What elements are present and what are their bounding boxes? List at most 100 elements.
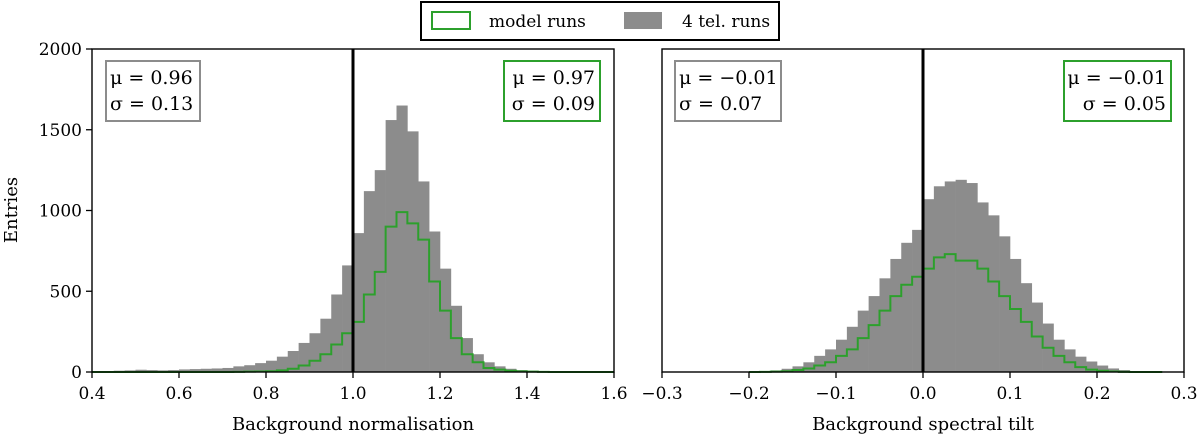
tel4-bin xyxy=(999,236,1011,372)
tel4-bin xyxy=(233,366,245,372)
model-step-tilt xyxy=(749,253,1163,373)
stats-box-gray-frame-tilt xyxy=(674,60,782,122)
tel4-bin xyxy=(244,365,256,372)
tel4-bin xyxy=(1086,361,1098,372)
x-ticks-tilt: −0.3 −0.2 −0.1 0.0 0.1 0.2 0.3 xyxy=(641,372,1198,404)
tel4-bin xyxy=(418,181,430,372)
tel4-bin xyxy=(255,363,267,372)
tel4-bin xyxy=(1075,356,1087,372)
tel4-bin xyxy=(135,369,147,372)
stats-box-green-frame xyxy=(503,60,601,122)
stats-box-gray-tilt: μ = −0.01 σ = 0.07 xyxy=(674,60,782,122)
x-tick-label: 1.0 xyxy=(339,384,366,404)
y-tick-label: 1000 xyxy=(39,202,82,222)
legend-frame xyxy=(420,1,780,41)
x-axis-label-tilt: Background spectral tilt xyxy=(812,414,1035,435)
tel4-histogram-tilt xyxy=(749,179,1163,372)
x-tick-label: 1.2 xyxy=(426,384,453,404)
tel4-bin xyxy=(287,351,299,372)
stat-sigma-gray-tilt: σ = 0.07 xyxy=(679,93,762,115)
tel4-bin xyxy=(890,258,902,372)
x-tick-label: −0.1 xyxy=(815,384,856,404)
tel4-bin xyxy=(179,369,191,372)
panel-spectral-tilt: −0.3 −0.2 −0.1 0.0 0.1 0.2 0.3 Background spec… xyxy=(641,48,1198,435)
y-ticks-normalisation: 0 500 1000 1500 2000 xyxy=(39,40,92,383)
x-tick-label: 0.2 xyxy=(1083,384,1110,404)
x-ticks-normalisation: 0.4 0.6 0.8 1.0 1.2 1.4 1.6 xyxy=(78,372,628,404)
stats-box-green-tilt: μ = −0.01 σ = 0.05 xyxy=(1063,60,1172,122)
tel4-bin xyxy=(222,367,234,372)
tel4-bin xyxy=(1097,365,1109,372)
tel4-bin xyxy=(298,342,310,372)
tel4-bin xyxy=(868,296,880,372)
tel4-bin xyxy=(1010,258,1022,372)
tel4-bin xyxy=(331,294,343,372)
tel4-bin xyxy=(955,179,967,372)
tel4-bin xyxy=(266,360,278,372)
legend-tel4-swatch xyxy=(624,12,662,29)
stats-box-green-frame-tilt xyxy=(1063,60,1172,122)
tel4-bin xyxy=(320,318,332,372)
y-axis-label: Entries xyxy=(1,177,22,243)
tel4-bin xyxy=(211,368,223,372)
legend-model-swatch xyxy=(431,11,471,30)
x-tick-label: 1.6 xyxy=(600,384,627,404)
tel4-bin xyxy=(440,268,452,372)
y-tick-label: 500 xyxy=(50,282,82,302)
y-tick-label: 0 xyxy=(71,363,82,383)
legend: model runs 4 tel. runs xyxy=(420,1,780,41)
legend-tel4-label: 4 tel. runs xyxy=(682,12,770,32)
tel4-bin xyxy=(385,120,397,372)
x-tick-label: 0.1 xyxy=(996,384,1023,404)
y-tick-label: 1500 xyxy=(39,121,82,141)
tel4-bin xyxy=(429,231,441,372)
tel4-histogram-normalisation xyxy=(92,105,604,373)
x-axis-label-normalisation: Background normalisation xyxy=(232,414,474,435)
tel4-bin xyxy=(988,215,1000,372)
x-tick-label: 1.4 xyxy=(513,384,540,404)
tel4-bin xyxy=(396,105,408,373)
tel4-bin xyxy=(309,333,321,372)
stat-sigma-gray: σ = 0.13 xyxy=(110,93,193,115)
tel4-bin xyxy=(1064,349,1076,372)
stat-sigma-green-tilt: σ = 0.05 xyxy=(1083,93,1166,115)
tel4-bin xyxy=(944,181,956,372)
stats-box-green-normalisation: μ = 0.97 σ = 0.09 xyxy=(503,60,601,122)
tel4-bin xyxy=(901,242,913,372)
tel4-bin xyxy=(1020,283,1033,372)
tel4-bin xyxy=(342,265,354,372)
x-tick-label: 0.6 xyxy=(165,384,192,404)
tel4-bin xyxy=(1107,368,1120,372)
x-tick-label: 0.0 xyxy=(909,384,936,404)
tel4-bin xyxy=(966,183,978,372)
tel4-bin xyxy=(200,368,212,372)
stat-mu-gray-tilt: μ = −0.01 xyxy=(679,67,778,89)
tel4-bin xyxy=(879,278,891,372)
tel4-bin xyxy=(814,355,826,372)
tel4-bin xyxy=(189,369,202,372)
stats-box-gray-normalisation: μ = 0.96 σ = 0.13 xyxy=(105,60,201,122)
stat-mu-gray: μ = 0.96 xyxy=(110,67,193,89)
tel4-bin xyxy=(923,199,935,372)
tel4-bin xyxy=(912,229,924,372)
tel4-bin xyxy=(825,349,837,372)
tel4-bin xyxy=(276,356,289,372)
x-tick-label: −0.3 xyxy=(641,384,682,404)
tel4-bin xyxy=(363,191,376,372)
stat-mu-green: μ = 0.97 xyxy=(512,67,595,89)
tel4-bin xyxy=(803,362,815,372)
stat-sigma-green: σ = 0.09 xyxy=(512,93,595,115)
x-tick-label: −0.2 xyxy=(728,384,769,404)
tel4-bin xyxy=(977,202,989,372)
stat-mu-green-tilt: μ = −0.01 xyxy=(1067,67,1166,89)
tel4-bin xyxy=(353,233,365,372)
y-tick-label: 2000 xyxy=(39,40,82,60)
tel4-bin xyxy=(857,310,869,372)
x-tick-label: 0.8 xyxy=(252,384,279,404)
tel4-bin xyxy=(407,131,419,372)
legend-model-label: model runs xyxy=(489,12,586,32)
stats-box-gray-frame xyxy=(105,60,201,122)
tel4-bin xyxy=(933,186,946,372)
x-tick-label: 0.3 xyxy=(1170,384,1197,404)
